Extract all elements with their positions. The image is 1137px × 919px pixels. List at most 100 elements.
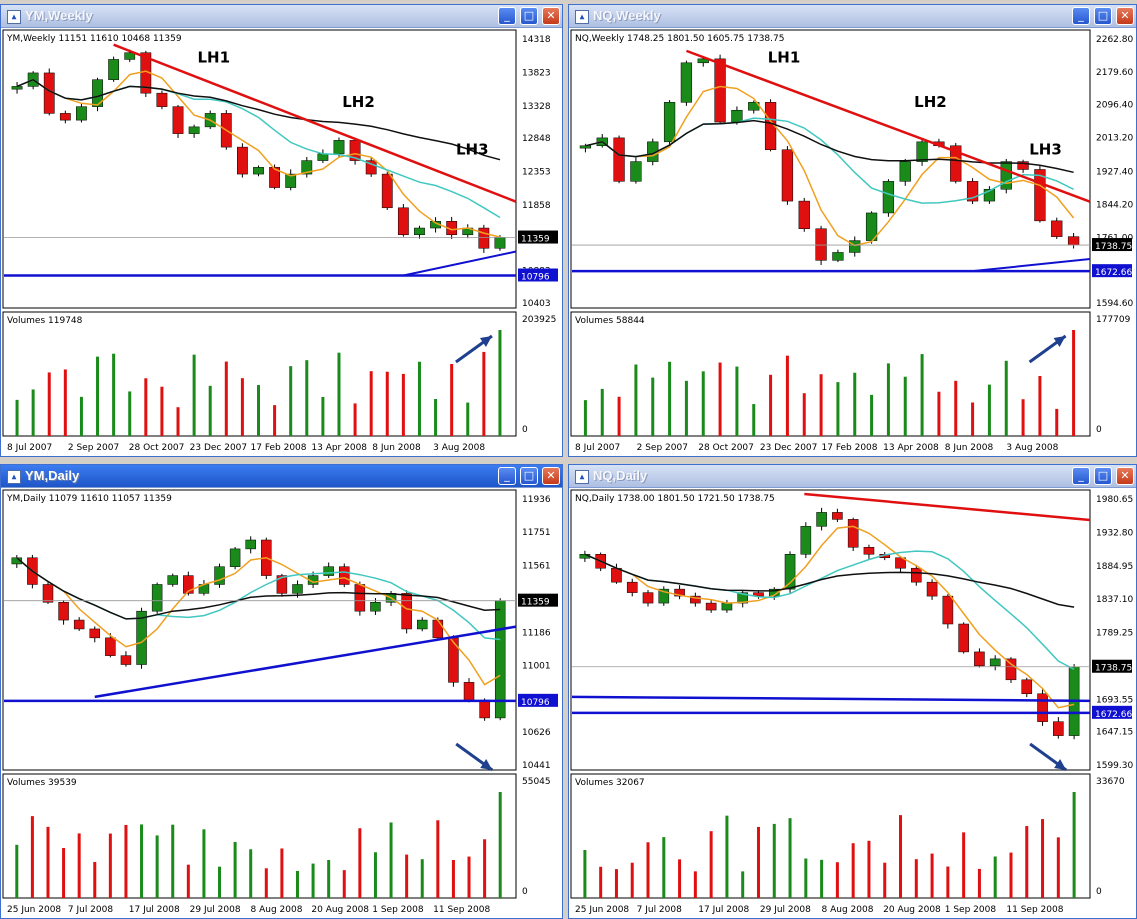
- window-title: YM,Daily: [25, 468, 79, 483]
- lower-high-label: LH2: [342, 93, 375, 111]
- volume-label: Volumes 39539: [7, 778, 77, 788]
- window-ym-daily[interactable]: ▲ YM,Daily _ □ ✕ 11936 11751 11561 11359 111…: [0, 464, 563, 919]
- volume-bar: [124, 825, 127, 898]
- volume-bar: [128, 391, 131, 436]
- maximize-button[interactable]: □: [1094, 7, 1112, 25]
- close-button[interactable]: ✕: [1116, 467, 1134, 485]
- volume-bar: [15, 845, 18, 898]
- candle-body: [817, 512, 827, 526]
- maximize-button[interactable]: □: [520, 7, 538, 25]
- candle-body: [614, 138, 625, 181]
- volume-bar: [390, 822, 393, 898]
- candle-body: [864, 547, 874, 554]
- volume-bar: [177, 407, 180, 436]
- axis-date-label: 29 Jul 2008: [760, 905, 811, 915]
- volume-bar: [32, 389, 35, 436]
- candle-body: [292, 584, 302, 593]
- volume-bar: [962, 832, 965, 898]
- candle-body: [417, 620, 427, 629]
- volume-bar: [265, 868, 268, 898]
- candle-body: [495, 238, 505, 249]
- candle-body: [959, 624, 969, 652]
- volume-bar: [803, 393, 806, 436]
- volume-bar: [836, 382, 839, 436]
- close-button[interactable]: ✕: [542, 467, 560, 485]
- axis-price-label: 1599.30: [1096, 761, 1133, 771]
- volume-bar: [899, 815, 902, 898]
- volume-bar: [257, 385, 260, 436]
- volume-bar: [867, 841, 870, 898]
- window-ym-weekly[interactable]: ▲ YM,Weekly _ □ ✕ 14318 13823 13328 12848 12…: [0, 4, 563, 457]
- chart-window-icon: ▲: [7, 470, 21, 484]
- candle-body: [832, 512, 842, 519]
- candle-body: [1068, 237, 1079, 245]
- ym-daily-chart[interactable]: 11936 11751 11561 11359 11186 11001 10796 10626…: [1, 488, 562, 918]
- nq-daily-chart[interactable]: 1980.65 1932.80 1884.95 1837.10 1789.25 1738.…: [569, 488, 1136, 918]
- candle-body: [168, 576, 178, 585]
- close-button[interactable]: ✕: [1116, 7, 1134, 25]
- axis-date-label: 23 Dec 2007: [190, 443, 248, 453]
- minimize-button[interactable]: _: [498, 7, 516, 25]
- volume-bar: [160, 387, 163, 436]
- volume-bar: [954, 381, 957, 436]
- candle-body: [448, 638, 458, 682]
- volume-bar: [16, 400, 19, 436]
- ym-weekly-chart[interactable]: 1431813823133281284812353118581135910883…: [1, 28, 562, 456]
- axis-date-label: 1 Sep 2008: [372, 905, 424, 915]
- volume-bar: [1022, 399, 1025, 436]
- chart-info-label: YM,Daily 11079 11610 11057 11359: [6, 494, 172, 504]
- volume-bar: [436, 820, 439, 898]
- volume-bar: [358, 828, 361, 898]
- candle-body: [911, 568, 921, 582]
- maximize-button[interactable]: □: [520, 467, 538, 485]
- title-bar[interactable]: ▲ YM,Weekly _ □ ✕: [1, 5, 562, 28]
- minimize-button[interactable]: _: [498, 467, 516, 485]
- volume-bar: [618, 397, 621, 436]
- volume-bar: [741, 871, 744, 898]
- candle-body: [848, 519, 858, 547]
- volume-bar: [583, 850, 586, 898]
- volume-bar: [937, 392, 940, 436]
- lower-high-label: LH1: [768, 49, 801, 67]
- axis-date-label: 17 Feb 2008: [251, 443, 307, 453]
- candle-body: [12, 86, 22, 89]
- axis-price-label: 12848: [522, 134, 551, 144]
- volume-bar: [904, 377, 907, 436]
- volume-bar: [662, 837, 665, 898]
- nq-weekly-chart[interactable]: 2262.80 2179.60 2096.40 2013.20 1927.40 1844.…: [569, 28, 1136, 456]
- candle-body: [324, 567, 334, 576]
- volume-scale-max: 55045: [522, 777, 551, 787]
- axis-date-label: 7 Jul 2008: [68, 905, 113, 915]
- minimize-button[interactable]: _: [1072, 467, 1090, 485]
- axis-price-label: 1672.66: [1095, 710, 1132, 720]
- maximize-button[interactable]: □: [1094, 467, 1112, 485]
- volume-bar: [631, 863, 634, 898]
- volume-bar: [820, 860, 823, 898]
- volume-bar: [694, 871, 697, 898]
- volume-bar: [193, 355, 196, 436]
- volume-bar: [156, 835, 159, 898]
- candle-body: [152, 584, 162, 611]
- close-button[interactable]: ✕: [542, 7, 560, 25]
- window-nq-weekly[interactable]: ▲ NQ,Weekly _ □ ✕ 2262.80 2179.60 2096.40 2…: [568, 4, 1137, 457]
- candle-body: [943, 596, 953, 624]
- title-bar[interactable]: ▲ NQ,Daily _ □ ✕: [569, 465, 1136, 488]
- axis-date-label: 28 Oct 2007: [698, 443, 754, 453]
- volume-bar: [870, 395, 873, 436]
- volume-bar: [887, 363, 890, 436]
- axis-date-label: 17 Feb 2008: [822, 443, 878, 453]
- volume-bar: [374, 852, 377, 898]
- candle-body: [801, 526, 811, 554]
- window-nq-daily[interactable]: ▲ NQ,Daily _ □ ✕ 1980.65 1932.80 1884.95 18…: [568, 464, 1137, 919]
- axis-price-label: 1837.10: [1096, 595, 1133, 605]
- volume-bar: [678, 859, 681, 898]
- volume-bar: [405, 855, 408, 898]
- axis-price-label: 10796: [521, 272, 550, 282]
- title-bar[interactable]: ▲ YM,Daily _ □ ✕: [1, 465, 562, 488]
- candle-body: [215, 567, 225, 585]
- axis-price-label: 1693.55: [1096, 695, 1133, 705]
- minimize-button[interactable]: _: [1072, 7, 1090, 25]
- axis-date-label: 7 Jul 2008: [637, 905, 682, 915]
- title-bar[interactable]: ▲ NQ,Weekly _ □ ✕: [569, 5, 1136, 28]
- volume-bar: [634, 365, 637, 436]
